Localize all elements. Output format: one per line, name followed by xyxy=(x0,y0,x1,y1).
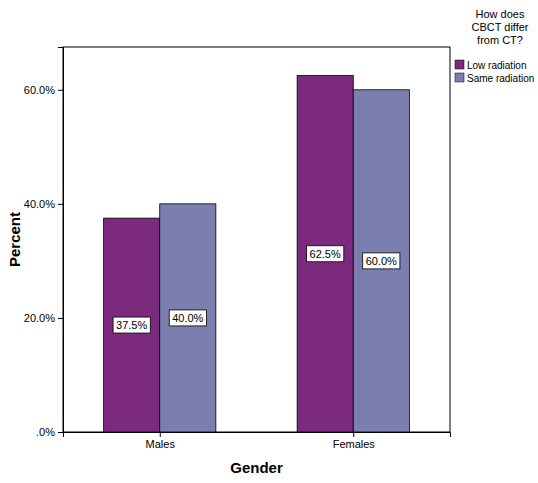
legend-label: Low radiation xyxy=(467,60,526,71)
data-label-text: 40.0% xyxy=(172,312,203,324)
legend-title: How doesCBCT differfrom CT? xyxy=(471,8,528,46)
x-tick-mark xyxy=(160,432,161,437)
data-label: 62.5% xyxy=(307,246,344,262)
y-axis-line xyxy=(58,48,64,433)
data-label-box xyxy=(307,246,344,262)
y-tick-label: 20.0% xyxy=(24,312,55,324)
bar xyxy=(160,204,216,432)
x-axis-title: Gender xyxy=(230,459,283,476)
legend-swatch xyxy=(455,60,464,69)
x-tick-label: Males xyxy=(146,438,176,450)
y-tick-label: .0% xyxy=(36,426,55,438)
x-tick-mark xyxy=(353,432,354,437)
y-tick: 60.0% xyxy=(24,84,63,96)
data-label-text: 62.5% xyxy=(310,248,341,260)
y-axis-title: Percent xyxy=(6,212,23,267)
y-tick-mark xyxy=(58,204,63,205)
chart-container: .0% 20.0% 40.0% 60.0% Males Females Gender Perc… xyxy=(0,0,538,483)
y-tick: 40.0% xyxy=(24,198,63,210)
y-tick-mark xyxy=(58,90,63,91)
x-tick: Males xyxy=(146,432,176,450)
bar xyxy=(297,76,353,432)
data-label: 40.0% xyxy=(169,310,206,326)
data-labels: 37.5% 62.5% 40.0% 60.0% xyxy=(113,246,400,333)
x-tick-label: Females xyxy=(333,438,376,450)
y-tick: .0% xyxy=(36,426,63,438)
data-label: 60.0% xyxy=(363,253,400,269)
legend-label: Same radiation xyxy=(467,73,534,84)
y-tick-label: 40.0% xyxy=(24,198,55,210)
y-tick: 20.0% xyxy=(24,312,63,324)
y-tick-label: 60.0% xyxy=(24,84,55,96)
plot-frame xyxy=(63,47,450,432)
data-label: 37.5% xyxy=(113,317,150,333)
legend-title-line: from CT? xyxy=(477,34,523,46)
data-label-box xyxy=(169,310,206,326)
data-label-box xyxy=(363,253,400,269)
y-tick-mark xyxy=(58,318,63,319)
bars xyxy=(104,76,410,432)
y-axis: .0% 20.0% 40.0% 60.0% xyxy=(24,48,64,439)
bar xyxy=(104,218,160,432)
legend-swatch xyxy=(455,73,464,82)
data-label-text: 60.0% xyxy=(366,255,397,267)
data-label-box xyxy=(113,317,150,333)
x-axis: Males Females xyxy=(64,432,451,450)
data-label-text: 37.5% xyxy=(116,319,147,331)
chart-svg: .0% 20.0% 40.0% 60.0% Males Females Gender Perc… xyxy=(0,0,538,483)
x-axis-line xyxy=(64,433,451,438)
legend-title-line: How does xyxy=(476,8,525,20)
legend: How doesCBCT differfrom CT? Low radiation… xyxy=(455,8,534,84)
bar xyxy=(353,90,409,432)
x-tick: Females xyxy=(333,432,376,450)
y-tick-mark xyxy=(58,432,63,433)
legend-title-line: CBCT differ xyxy=(471,21,528,33)
